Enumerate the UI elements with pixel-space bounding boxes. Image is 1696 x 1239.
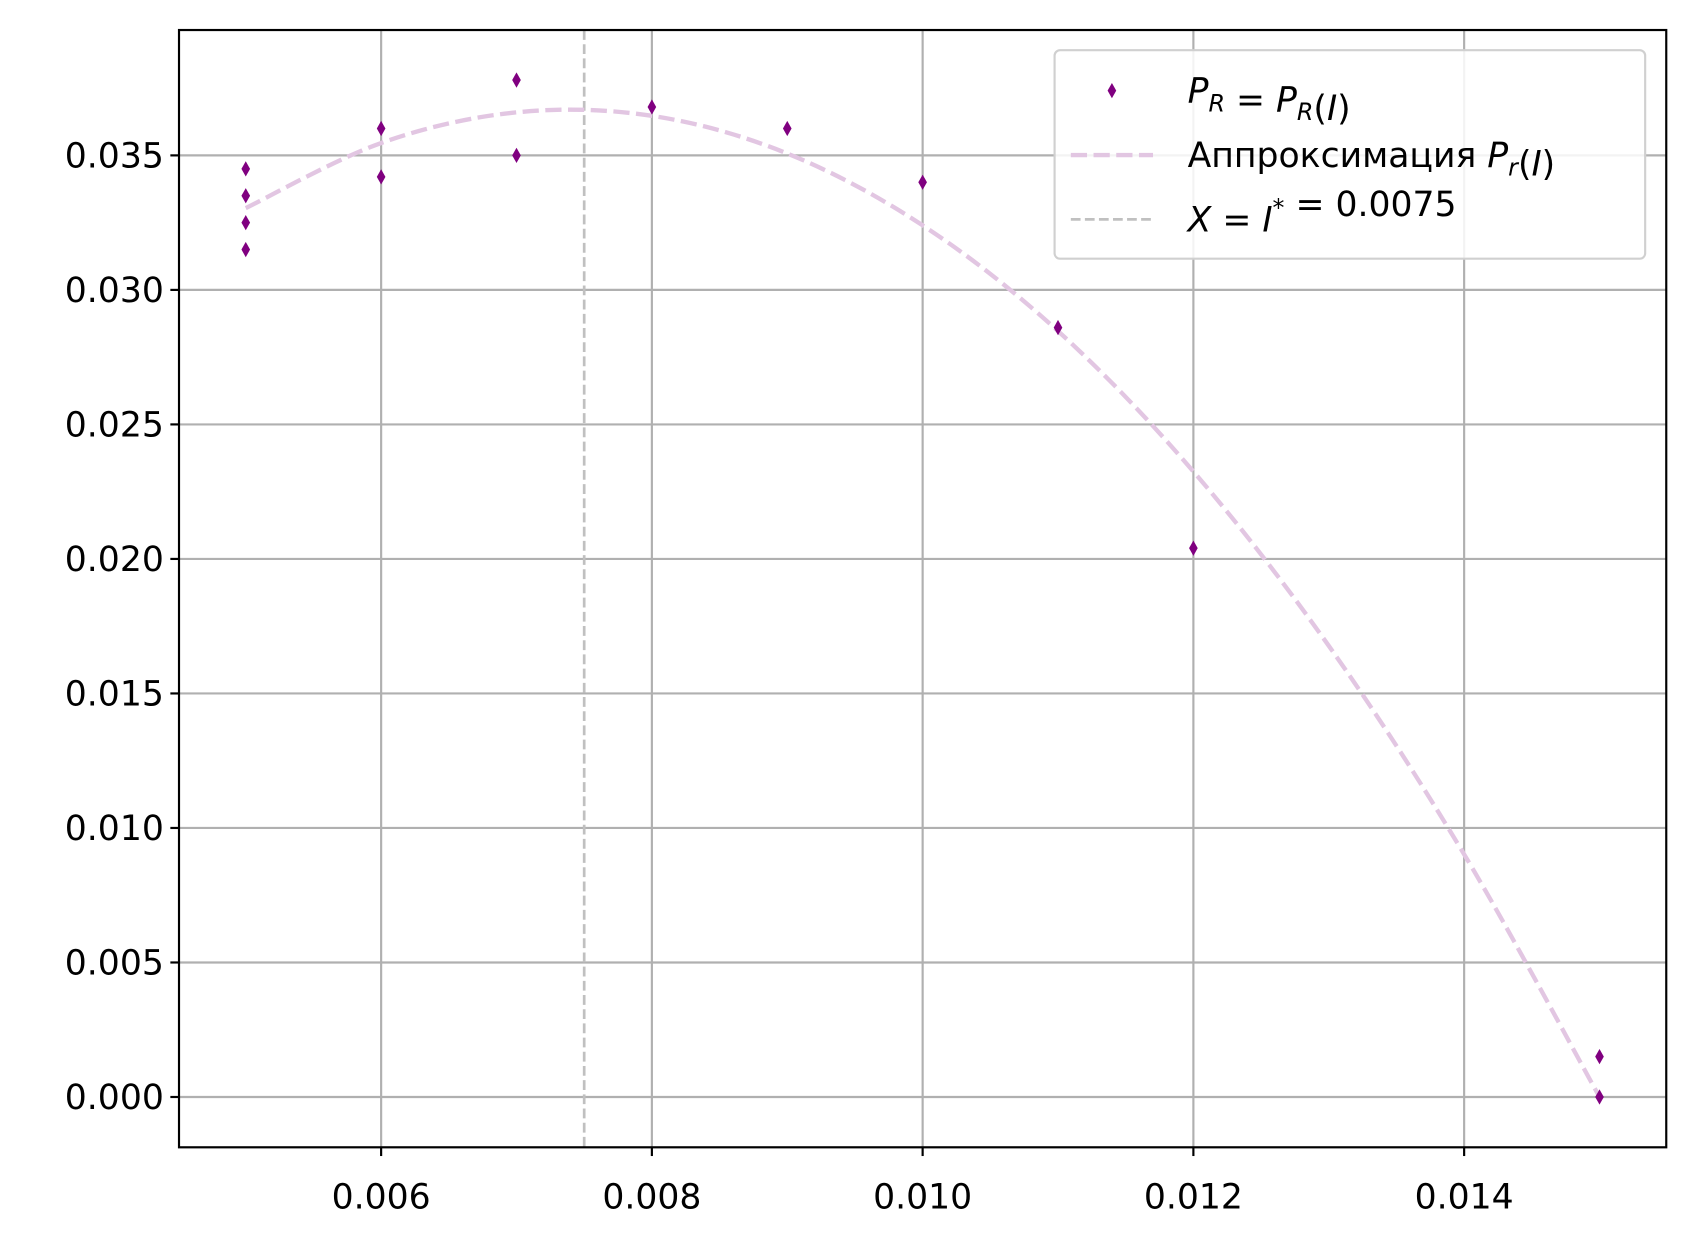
data-point — [782, 120, 792, 137]
legend-label-part: P — [1487, 136, 1508, 176]
data-point — [241, 215, 251, 231]
legend-label-part: P — [1276, 80, 1297, 120]
legend-label-part: = 0.0075 — [1284, 185, 1456, 225]
y-tick-label: 0.015 — [65, 674, 164, 714]
legend-label-part: r — [1508, 154, 1520, 182]
data-point — [376, 120, 386, 137]
data-point — [241, 161, 251, 177]
tick-labels: 0.006 0.008 0.010 0.012 0.014 0.000 0.005 0.010… — [65, 136, 1514, 1217]
data-point — [647, 99, 657, 115]
x-tick-label: 0.010 — [873, 1177, 972, 1217]
y-tick-label: 0.010 — [65, 809, 164, 849]
data-point — [512, 147, 521, 164]
legend-box — [1053, 49, 1647, 260]
legend-label-part: Аппроксимация — [1188, 136, 1488, 176]
legend-label-part: I — [1327, 89, 1337, 129]
legend-label-part: R — [1209, 89, 1226, 117]
legend-label-part: I — [1531, 145, 1541, 185]
legend-label-part: P — [1188, 71, 1209, 111]
data-point — [241, 241, 251, 258]
legend-label: PR = PR(I) — [1188, 71, 1351, 129]
y-tick-label: 0.020 — [65, 540, 164, 580]
legend-label-part: ) — [1542, 145, 1556, 185]
legend-label-part: X — [1186, 200, 1213, 240]
legend-label-part: ( — [1313, 89, 1327, 129]
x-tick-label: 0.012 — [1144, 1177, 1243, 1217]
y-tick-label: 0.005 — [65, 943, 164, 983]
x-tick-label: 0.008 — [602, 1177, 701, 1217]
legend-label-part: = — [1211, 200, 1262, 240]
grid — [179, 30, 1667, 1148]
legend-label-part: ( — [1518, 145, 1532, 185]
data-point — [241, 188, 251, 204]
legend-label-part: I — [1262, 200, 1272, 240]
y-tick-label: 0.035 — [65, 136, 164, 176]
legend-label: Аппроксимация Pr(I) — [1188, 136, 1556, 185]
data-point — [918, 174, 927, 190]
x-tick-label: 0.006 — [332, 1177, 431, 1217]
y-tick-label: 0.000 — [65, 1078, 164, 1118]
data-point — [376, 169, 386, 185]
legend-label: X = I* = 0.0075 — [1186, 185, 1457, 240]
legend-label-part: R — [1297, 98, 1314, 126]
legend-label-part: ) — [1337, 89, 1351, 129]
legend-label-part: * — [1273, 194, 1285, 222]
x-tick-label: 0.014 — [1415, 1177, 1514, 1217]
y-tick-label: 0.025 — [65, 405, 164, 445]
legend: PR = PR(I)Аппроксимация Pr(I)X = I* = 0.… — [1053, 49, 1647, 260]
legend-label-part: = — [1225, 80, 1276, 120]
y-tick-label: 0.030 — [65, 271, 164, 311]
data-point — [1189, 540, 1198, 556]
